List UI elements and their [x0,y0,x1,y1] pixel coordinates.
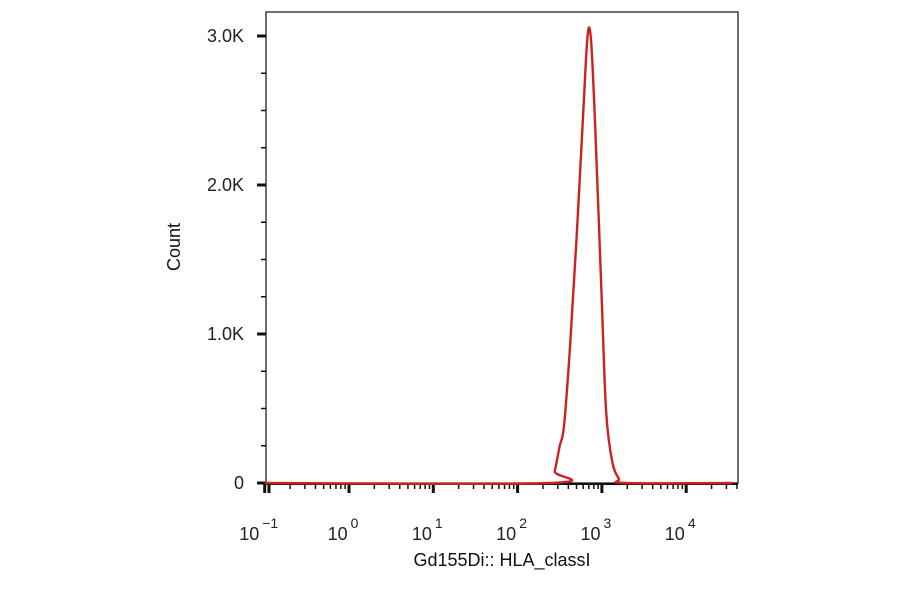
y-axis: 0 1.0K 2.0K 3.0K [207,26,266,493]
x-tick-label: 102 [496,515,527,544]
histogram-line [264,26,733,486]
x-tick-base: 10 [328,524,348,544]
x-tick-base: 10 [239,524,259,544]
plot-frame [265,11,739,484]
x-tick-label: 100 [328,515,359,544]
x-tick-label: 103 [580,515,611,544]
y-axis-title: Count [164,223,184,271]
y-tick-label: 3.0K [207,26,244,46]
y-tick-label: 2.0K [207,175,244,195]
series-layer [264,26,733,486]
x-tick-exponent: 1 [435,515,443,531]
x-tick-base: 10 [580,524,600,544]
y-tick-label: 1.0K [207,324,244,344]
x-tick-label: 10−1 [239,515,278,544]
x-tick-base: 10 [496,524,516,544]
x-tick-base: 10 [665,524,685,544]
x-tick-exponent: 4 [688,515,696,531]
x-tick-exponent: 0 [351,515,359,531]
x-tick-exponent: −1 [262,515,278,531]
x-tick-exponent: 2 [519,515,527,531]
y-tick-label: 0 [234,473,244,493]
x-tick-base: 10 [412,524,432,544]
x-axis-title: Gd155Di:: HLA_classI [413,550,590,571]
x-tick-label: 104 [665,515,696,544]
x-tick-exponent: 3 [604,515,612,531]
x-tick-label: 101 [412,515,443,544]
